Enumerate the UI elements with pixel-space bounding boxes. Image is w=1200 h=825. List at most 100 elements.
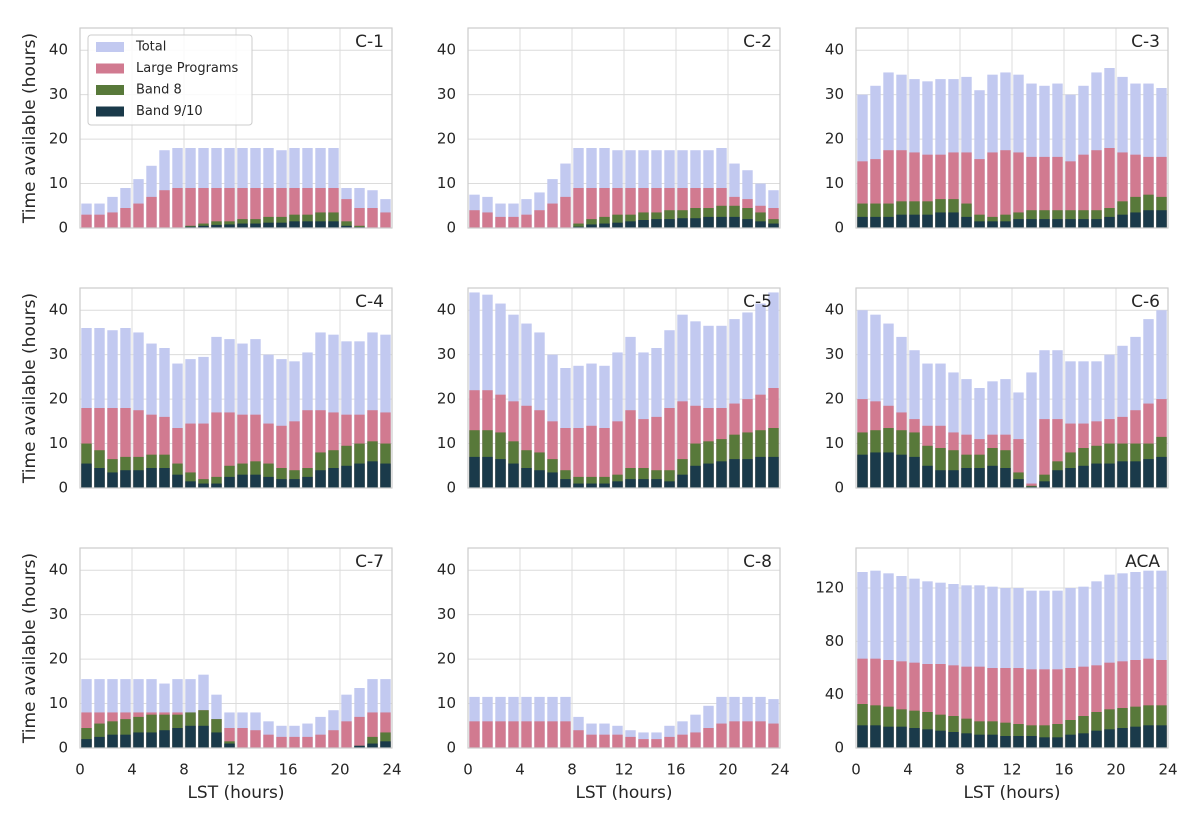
bar [1143,210,1154,228]
bar [120,470,131,488]
y-tick-label: 10 [437,694,456,712]
bar [612,421,623,488]
bar [857,658,868,748]
bar [948,152,959,228]
panel-label: C-3 [1131,32,1160,52]
y-tick-label: 10 [825,174,844,192]
bar [987,221,998,228]
bar [508,463,519,488]
bar [703,325,714,488]
bar [922,154,933,228]
bar [237,223,248,228]
bar [1026,372,1037,488]
bar [625,479,636,488]
bar [211,221,222,228]
bar [664,408,675,488]
bar [289,479,300,488]
bar [159,416,170,488]
bar [250,339,261,488]
bar [469,721,480,748]
bar [172,428,183,488]
bar [1104,463,1115,488]
bar [1143,83,1154,228]
bar [922,664,933,748]
bar [961,666,972,748]
bar [612,474,623,488]
bar [1143,156,1154,228]
x-tick-label: 4 [127,761,137,779]
bar [1104,148,1115,228]
bar [755,456,766,488]
bar [651,416,662,488]
bar [599,365,610,488]
bar [1013,479,1024,488]
bar [768,456,779,488]
bar [495,721,506,748]
bar [638,739,649,748]
bar [315,470,326,488]
bar [263,721,274,748]
bar [1130,212,1141,228]
bar [263,463,274,488]
bar [1026,486,1037,488]
bar [987,734,998,748]
bar [586,734,597,748]
bar [263,734,274,748]
bar [599,223,610,228]
bar [896,454,907,488]
bar [120,719,131,748]
bar [922,465,933,488]
panel-label: C-1 [355,32,384,52]
y-tick-label: 120 [815,579,844,597]
y-tick-label: 0 [446,479,456,497]
bar [883,726,894,748]
y-tick-label: 10 [49,694,68,712]
bar [263,216,274,228]
legend-label: Band 8 [136,83,182,98]
y-tick-label: 30 [49,345,68,363]
bar [612,352,623,488]
bar [1078,465,1089,488]
bar [677,401,688,488]
bar [1130,660,1141,748]
bar [547,721,558,748]
bar [625,221,636,228]
bar [250,730,261,748]
bar [172,188,183,228]
panel-label: C-7 [355,552,384,572]
plot-frame [467,547,781,749]
bar [922,81,933,228]
bar [224,412,235,488]
bar [1039,474,1050,488]
y-tick-label: 20 [437,130,456,148]
bar [677,734,688,748]
bar [961,216,972,228]
x-tick-label: 8 [567,761,577,779]
bar [703,216,714,228]
bar [961,203,972,228]
bar [315,212,326,228]
bar [1026,669,1037,748]
bar [224,476,235,488]
bar [1013,219,1024,228]
bar [909,728,920,748]
bar [1026,219,1037,228]
bar [1091,730,1102,748]
bar [1078,666,1089,748]
bar [120,208,131,228]
bar [328,334,339,488]
bar [1104,729,1115,748]
panel-label: ACA [1125,552,1160,572]
bar [870,658,881,748]
bar [521,405,532,488]
bar [328,730,339,748]
bar [328,221,339,228]
bar [367,743,378,748]
y-tick-label: 30 [437,605,456,623]
bar [133,203,144,228]
bar [341,221,352,228]
bar [560,428,571,488]
bar [159,190,170,228]
bar [302,221,313,228]
